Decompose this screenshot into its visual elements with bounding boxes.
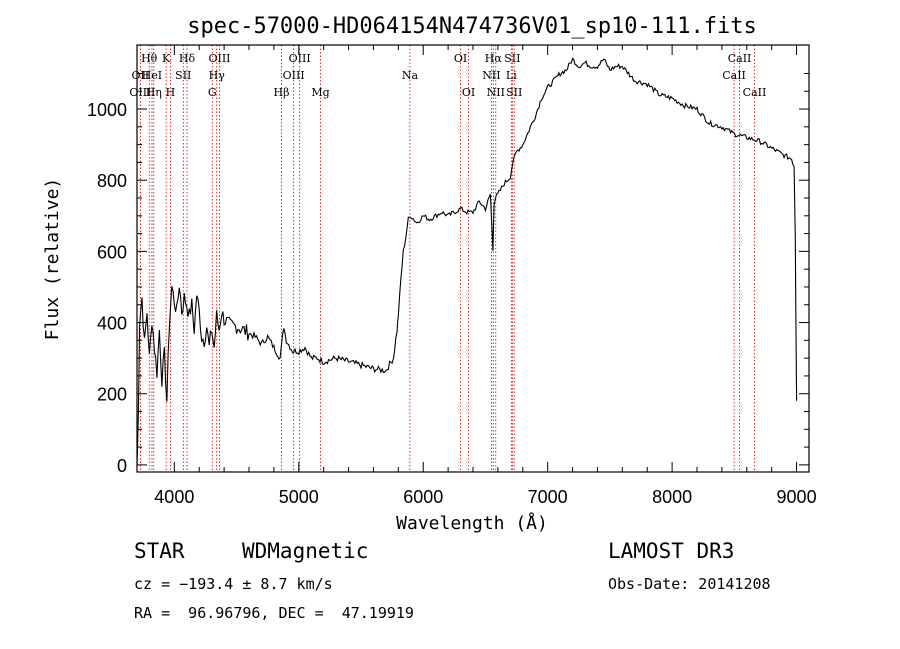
line-marker-label: CaII (728, 52, 752, 65)
object-class: STAR (134, 539, 185, 563)
line-marker-label: Hθ (141, 52, 158, 65)
x-tick-label: 6000 (403, 487, 443, 507)
line-marker-label: OIII (283, 69, 305, 82)
line-marker-label: Hβ (274, 86, 290, 99)
y-tick-label: 0 (117, 456, 127, 476)
line-marker-label: Li (506, 69, 517, 82)
x-tick-label: 5000 (279, 487, 319, 507)
line-marker-label: OI (454, 52, 467, 65)
x-tick-label: 8000 (652, 487, 692, 507)
sky-coordinates: RA = 96.96796, DEC = 47.19919 (134, 604, 414, 622)
y-tick-label: 1000 (87, 100, 127, 120)
line-marker-label: OI (462, 86, 475, 99)
emission-line-labels: OII OIII Hθ HeI Hη K H SII Hδ OIII Hγ G Hβ OIII OIII Mg… (129, 52, 766, 99)
line-marker-label: OII (132, 69, 150, 82)
redshift-cz: cz = −193.4 ± 8.7 km/s (134, 575, 333, 593)
line-marker-label: SII (506, 86, 522, 99)
line-marker-label: G (208, 86, 217, 99)
object-subclass: WDMagnetic (242, 539, 369, 563)
line-marker-label: Hη (146, 86, 162, 99)
line-marker-label: NII (487, 86, 505, 99)
line-marker-label: CaII (722, 69, 746, 82)
y-axis-label: Flux (relative) (42, 178, 63, 341)
observation-date: Obs-Date: 20141208 (608, 575, 771, 593)
emission-line-markers (139, 45, 755, 472)
line-marker-label: H (166, 86, 176, 99)
line-marker-label: K (162, 52, 171, 65)
plot-frame (136, 44, 810, 473)
line-marker-label: OIII (208, 52, 230, 65)
line-marker-label: Mg (311, 86, 329, 99)
line-marker-label: Hα (485, 52, 503, 65)
y-tick-label: 400 (97, 314, 127, 334)
y-tick-label: 600 (97, 242, 127, 262)
y-tick-label: 800 (97, 171, 127, 191)
line-marker-label: SII (175, 69, 191, 82)
line-marker-label: OIII (289, 52, 311, 65)
line-marker-label: NII (482, 69, 500, 82)
x-tick-label: 9000 (777, 487, 817, 507)
line-marker-label: SII (504, 52, 520, 65)
line-marker-label: Hγ (209, 69, 226, 82)
line-marker-label: Na (402, 69, 419, 82)
chart-title: spec-57000-HD064154N474736V01_sp10-111.f… (187, 14, 757, 39)
x-axis-ticks: 4000 5000 6000 7000 8000 9000 (154, 45, 817, 507)
x-tick-label: 4000 (154, 487, 194, 507)
line-marker-label: OIII (129, 86, 151, 99)
line-marker-label: CaII (743, 86, 767, 99)
y-axis-ticks: 0 200 400 600 800 1000 (87, 72, 809, 476)
survey-name: LAMOST DR3 (608, 539, 735, 563)
line-marker-label: HeI (142, 69, 162, 82)
x-axis-label: Wavelength (Å) (396, 512, 548, 534)
line-marker-label: Hδ (179, 52, 196, 65)
spectrum-line (136, 57, 798, 465)
y-tick-label: 200 (97, 385, 127, 405)
x-tick-label: 7000 (528, 487, 568, 507)
